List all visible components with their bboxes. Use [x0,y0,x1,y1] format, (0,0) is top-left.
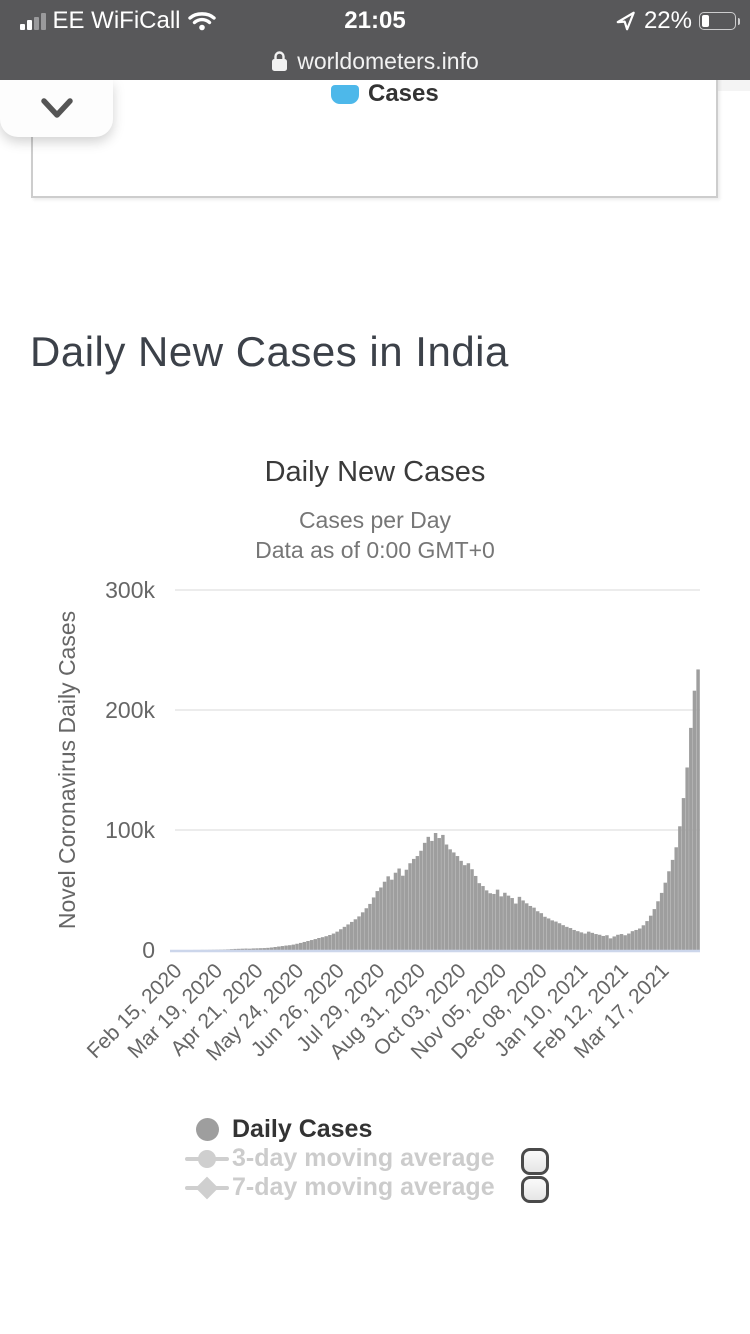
legend-label: 3-day moving average [232,1144,495,1172]
chart-subtitle: Cases per Day [298,507,452,533]
chart-subtitle-timestamp: Data as of 0:00 GMT+0 [255,537,495,563]
address-bar[interactable]: worldometers.info [0,42,750,80]
lock-icon [271,50,288,72]
legend-toggle-group [521,1148,549,1203]
cases-legend-item[interactable]: Cases [331,80,439,108]
svg-text:0: 0 [142,937,155,963]
legend-label: 7-day moving average [232,1173,495,1201]
legend-item-7day-average[interactable]: 7-day moving average [184,1173,495,1202]
svg-text:Novel Coronavirus Daily Cases: Novel Coronavirus Daily Cases [54,611,80,929]
area-series-marker-icon [331,84,359,104]
wifi-icon [187,10,216,32]
legend-label: Daily Cases [232,1115,373,1143]
status-bar: EE WiFiCall 21:05 22% [0,0,750,42]
battery-percent-label: 22% [643,7,692,34]
7day-average-marker-icon [184,1176,230,1200]
svg-text:200k: 200k [105,697,155,723]
legend-item-daily-cases[interactable]: Daily Cases [184,1115,495,1144]
toggle-7day-average-button[interactable] [521,1176,549,1203]
battery-fill [702,15,709,27]
location-arrow-icon [615,10,637,32]
carrier-label: EE WiFiCall [52,7,181,34]
chevron-down-icon [37,96,77,122]
clock: 21:05 [344,7,406,34]
toggle-3day-average-button[interactable] [521,1148,549,1175]
daily-cases-marker-icon [184,1118,230,1141]
collapse-button[interactable] [0,80,113,137]
3day-average-marker-icon [184,1147,230,1170]
cases-legend-label: Cases [368,80,439,107]
battery-icon [699,12,740,30]
previous-chart-panel: Cases [31,62,718,198]
page-title: Daily New Cases in India [30,328,509,375]
cellular-signal-icon [20,12,46,30]
url-domain: worldometers.info [297,47,479,74]
legend-item-3day-average[interactable]: 3-day moving average [184,1144,495,1173]
svg-text:300k: 300k [105,577,155,603]
svg-text:100k: 100k [105,817,155,843]
chart-legend: Daily Cases 3-day moving average 7-day m… [184,1115,495,1202]
safari-chrome: EE WiFiCall 21:05 22% [0,0,750,80]
chart-title: Daily New Cases [264,456,486,488]
